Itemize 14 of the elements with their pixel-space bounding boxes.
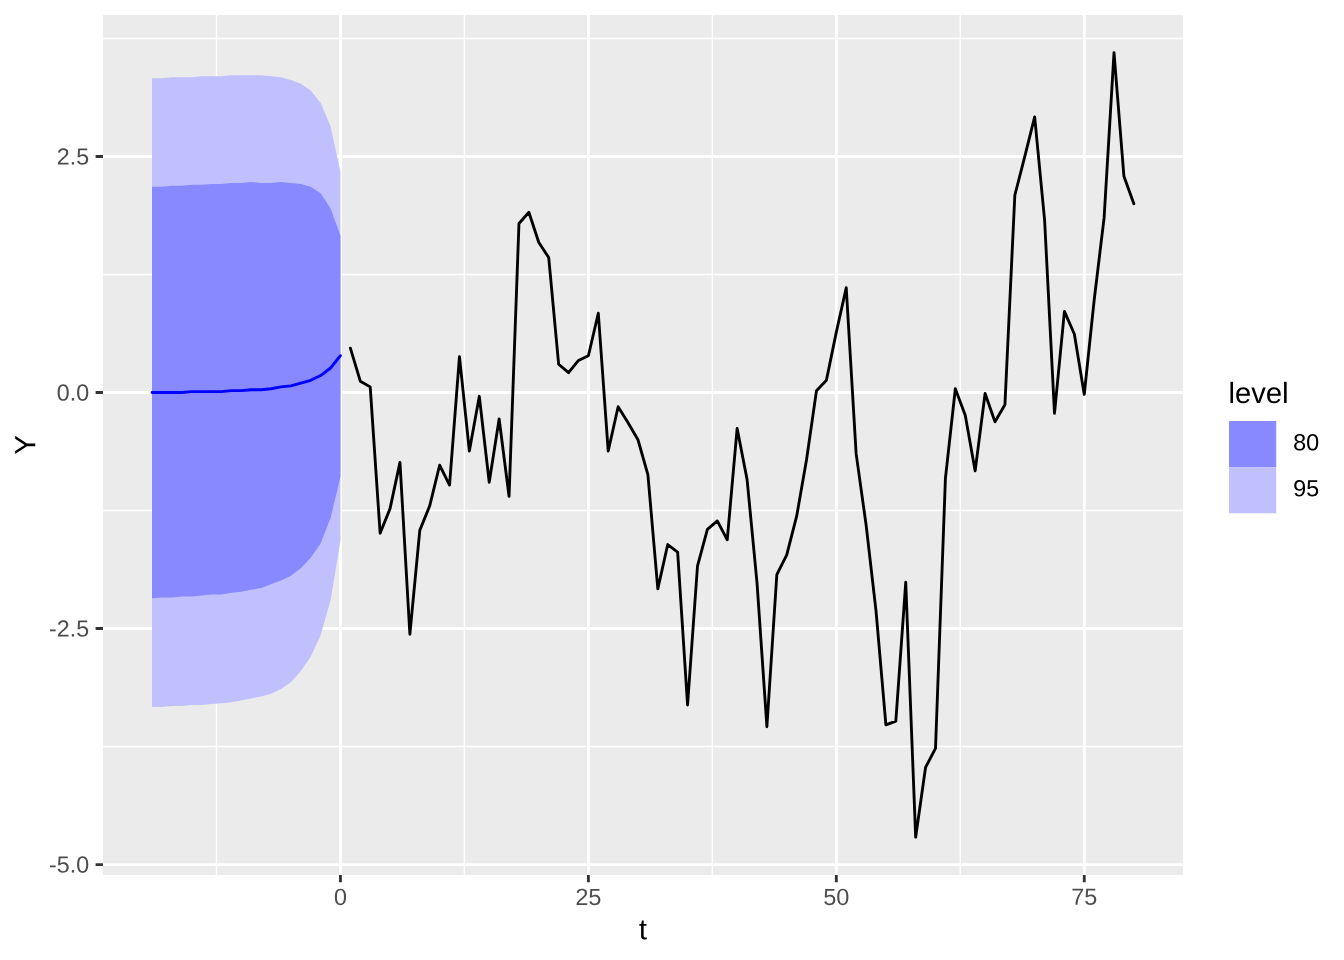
x-tick-label: 25: [576, 888, 601, 906]
y-tick-label: 2.5: [57, 148, 89, 165]
line-series: [348, 51, 1136, 839]
x-tick-label: 75: [1072, 888, 1097, 905]
legend-label: 95: [1294, 479, 1319, 497]
x-tick-label: 50: [824, 888, 849, 906]
legend-label: 80: [1294, 433, 1319, 451]
y-tick-label: -2.5: [49, 620, 89, 637]
legend-title: level: [1230, 381, 1287, 404]
y-axis-title: Y: [15, 435, 36, 455]
y-tick-label: 0.0: [57, 384, 89, 401]
y-tick-label: -5.0: [49, 856, 89, 873]
x-axis-title: t: [639, 920, 647, 940]
x-tick-label: 0: [334, 888, 347, 906]
